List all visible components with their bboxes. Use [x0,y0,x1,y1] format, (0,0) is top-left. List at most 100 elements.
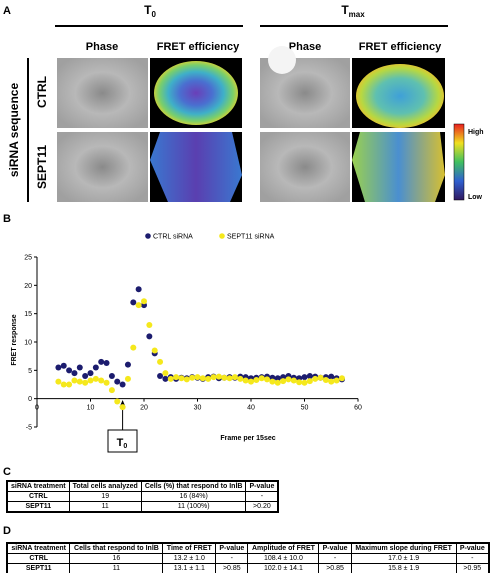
color-scale [453,123,465,201]
data-point [157,373,164,379]
fret-cell [150,132,242,202]
table-row: CTRL 19 16 (84%) - [6,491,279,502]
data-point [130,344,137,351]
panel-letter: D [3,525,11,537]
table-cell: - [318,553,352,564]
header-cell: Cells that respond to InlB [69,542,164,554]
table-row: SEPT11 11 11 (100%) >0.20 [6,501,279,513]
data-point [66,381,73,388]
scale-label: Low [468,194,483,201]
data-point [135,286,142,293]
data-point [98,377,105,384]
table-cell: - [245,491,279,502]
data-point [322,376,329,383]
annotation-main: T [117,437,124,449]
data-point [60,381,67,388]
data-point [285,376,292,383]
header-sub: max [349,10,366,19]
header-cell: P-value [215,542,249,554]
data-point [333,377,340,384]
data-point [210,374,217,381]
panel-letter: C [3,466,11,478]
data-point [328,378,335,385]
fret-cell [154,61,238,125]
data-point [55,378,62,385]
x-tick-label: 10 [87,405,95,412]
data-point [103,379,110,386]
table-cell: 16 (84%) [140,491,247,502]
y-tick-label: -5 [26,425,32,432]
data-point [151,347,158,354]
table-cell: >0.20 [245,501,279,513]
data-point [338,375,345,382]
table-cell: - [455,553,490,564]
header-sub: 0 [151,10,156,19]
data-point [87,370,94,377]
table-cell: 13.2 ± 1.0 [162,553,217,564]
header-main: T [144,3,152,17]
data-point [301,379,308,386]
table-row: CTRL 16 13.2 ± 1.0-108.4 ± 10.0-17.0 ± 1.9… [6,553,490,564]
data-point [82,373,89,379]
header-cell: Maximum slope during FRET [350,542,457,554]
data-point [205,375,212,382]
y-tick-label: 25 [24,255,32,262]
header-cell: Time of FRET [162,542,217,554]
header-cell: Amplitude of FRET [247,542,320,554]
table-cell: - [215,553,249,564]
data-point [242,377,249,384]
column-label: Phase [86,41,118,53]
data-point [296,379,303,386]
header-cell: Cells (%) that respond to InlB [140,480,247,492]
data-point [92,364,99,371]
table-row: SEPT11 11 13.1 ± 1.1 >0.85 102.0 ± 14.1 >0.85… [6,563,490,573]
x-tick-label: 30 [194,405,202,412]
phase-image [57,132,148,202]
x-tick-label: 50 [301,405,309,412]
data-point [306,378,313,385]
table-cell: 11 [69,563,164,573]
table-cell: CTRL [6,491,70,502]
table-cell: CTRL [6,553,71,564]
data-point [178,375,185,382]
header-cell: P-value [318,542,352,554]
table-cell: 11 [68,501,142,513]
row-group-label: siRNA sequence [7,83,21,178]
column-header: Tmax [341,3,365,19]
data-point [306,373,313,379]
data-point [114,398,121,405]
table-cell: 108.4 ± 10.0 [247,553,320,564]
x-tick-label: 20 [140,405,148,412]
figure-graphics: A T0 Tmax Phase FRET efficiency Phase FR… [3,3,484,453]
row-label: CTRL [35,76,49,108]
x-tick-label: 60 [354,405,362,412]
header-main: T [341,3,349,17]
data-point [199,375,206,382]
data-point [215,373,222,380]
header-cell: P-value [455,542,490,554]
data-point [119,381,126,388]
table-row: siRNA treatment Total cells analyzed Cells… [6,480,279,492]
data-point [141,298,147,305]
data-point [135,302,142,309]
data-point [130,299,137,306]
data-point [173,374,180,381]
data-point [157,358,164,365]
data-point [87,377,94,384]
column-header: T0 [144,3,156,19]
x-tick-label: 0 [35,405,39,412]
legend-marker [219,233,225,239]
data-point [162,370,169,377]
data-point [264,376,271,383]
table-cell: >0.85 [215,563,249,573]
data-point [76,378,83,385]
panel-letter: B [3,213,11,225]
data-point [290,377,297,384]
data-point [328,373,335,380]
data-point [301,374,308,381]
data-point [221,374,228,381]
data-point [237,375,244,382]
header-cell: Total cells analyzed [68,480,142,492]
table-row: siRNA treatment Cells that respond to Inl… [6,542,490,554]
